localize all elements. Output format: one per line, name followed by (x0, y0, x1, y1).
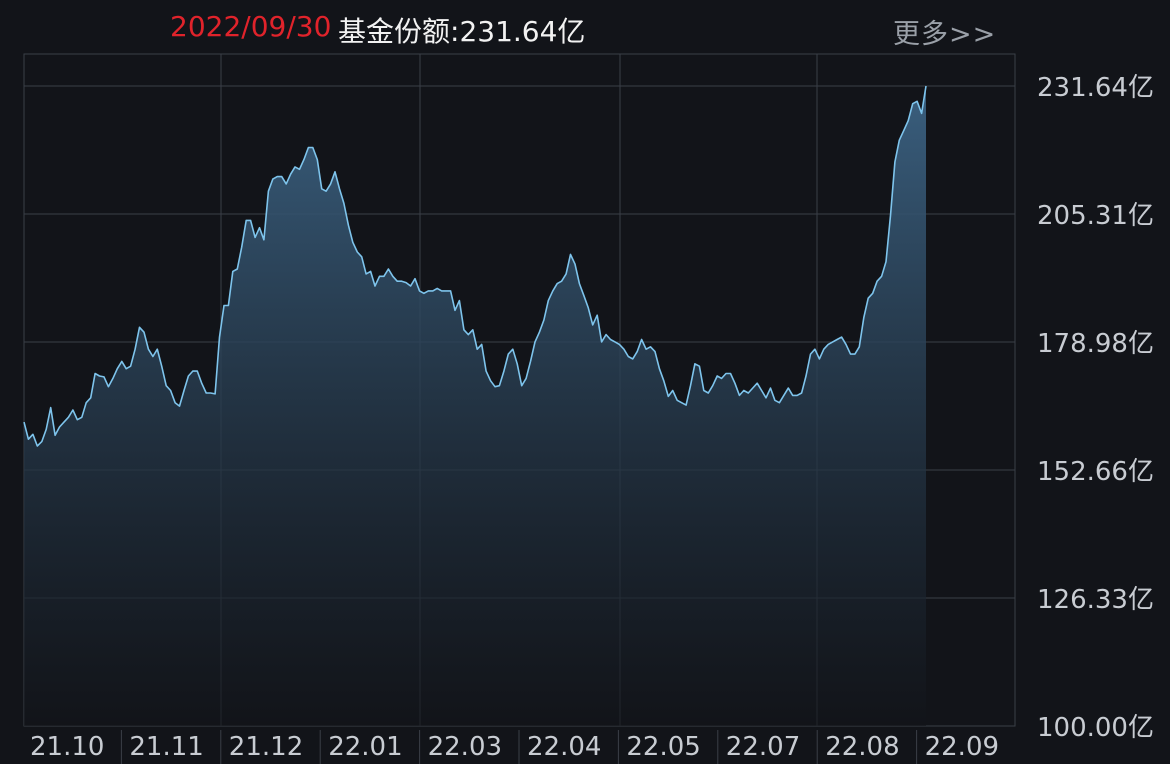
x-axis: 21.10 21.11 21.12 22.01 22.03 22.04 22.05 22.07… (30, 730, 999, 764)
y-tick-label: 126.33亿 (1037, 585, 1154, 615)
x-tick-label: 22.03 (428, 732, 502, 762)
x-tick-label: 21.11 (129, 732, 203, 762)
more-link[interactable]: 更多>> (893, 19, 997, 50)
y-tick-label: 205.31亿 (1037, 201, 1154, 231)
fund-share-label: 基金份额: (338, 15, 460, 48)
selected-date: 2022/09/30 (170, 10, 332, 43)
y-tick-label: 178.98亿 (1037, 329, 1154, 359)
series-line (23, 85, 927, 447)
chart-header: 2022/09/30 基金份额:231.64亿 更多>> (0, 0, 1170, 52)
y-tick-label: 231.64亿 (1037, 73, 1154, 103)
x-tick-label: 22.01 (328, 732, 402, 762)
y-tick-label: 152.66亿 (1037, 457, 1154, 487)
y-tick-label: 100.00亿 (1037, 713, 1154, 743)
x-tick-label: 21.12 (229, 732, 303, 762)
fund-share-value: 231.64亿 (459, 15, 586, 48)
y-axis: 231.64亿 205.31亿 178.98亿 152.66亿 126.33亿 100.0… (1037, 73, 1154, 743)
x-tick-label: 22.08 (825, 732, 899, 762)
x-tick-label: 22.05 (626, 732, 700, 762)
x-tick-label: 22.04 (527, 732, 601, 762)
x-tick-label: 21.10 (30, 732, 104, 762)
x-tick-label: 22.07 (726, 732, 800, 762)
fund-share-readout: 基金份额:231.64亿 (338, 10, 585, 50)
series-area-fill (24, 86, 926, 726)
x-tick-label: 22.09 (925, 732, 999, 762)
area-series (23, 85, 927, 726)
